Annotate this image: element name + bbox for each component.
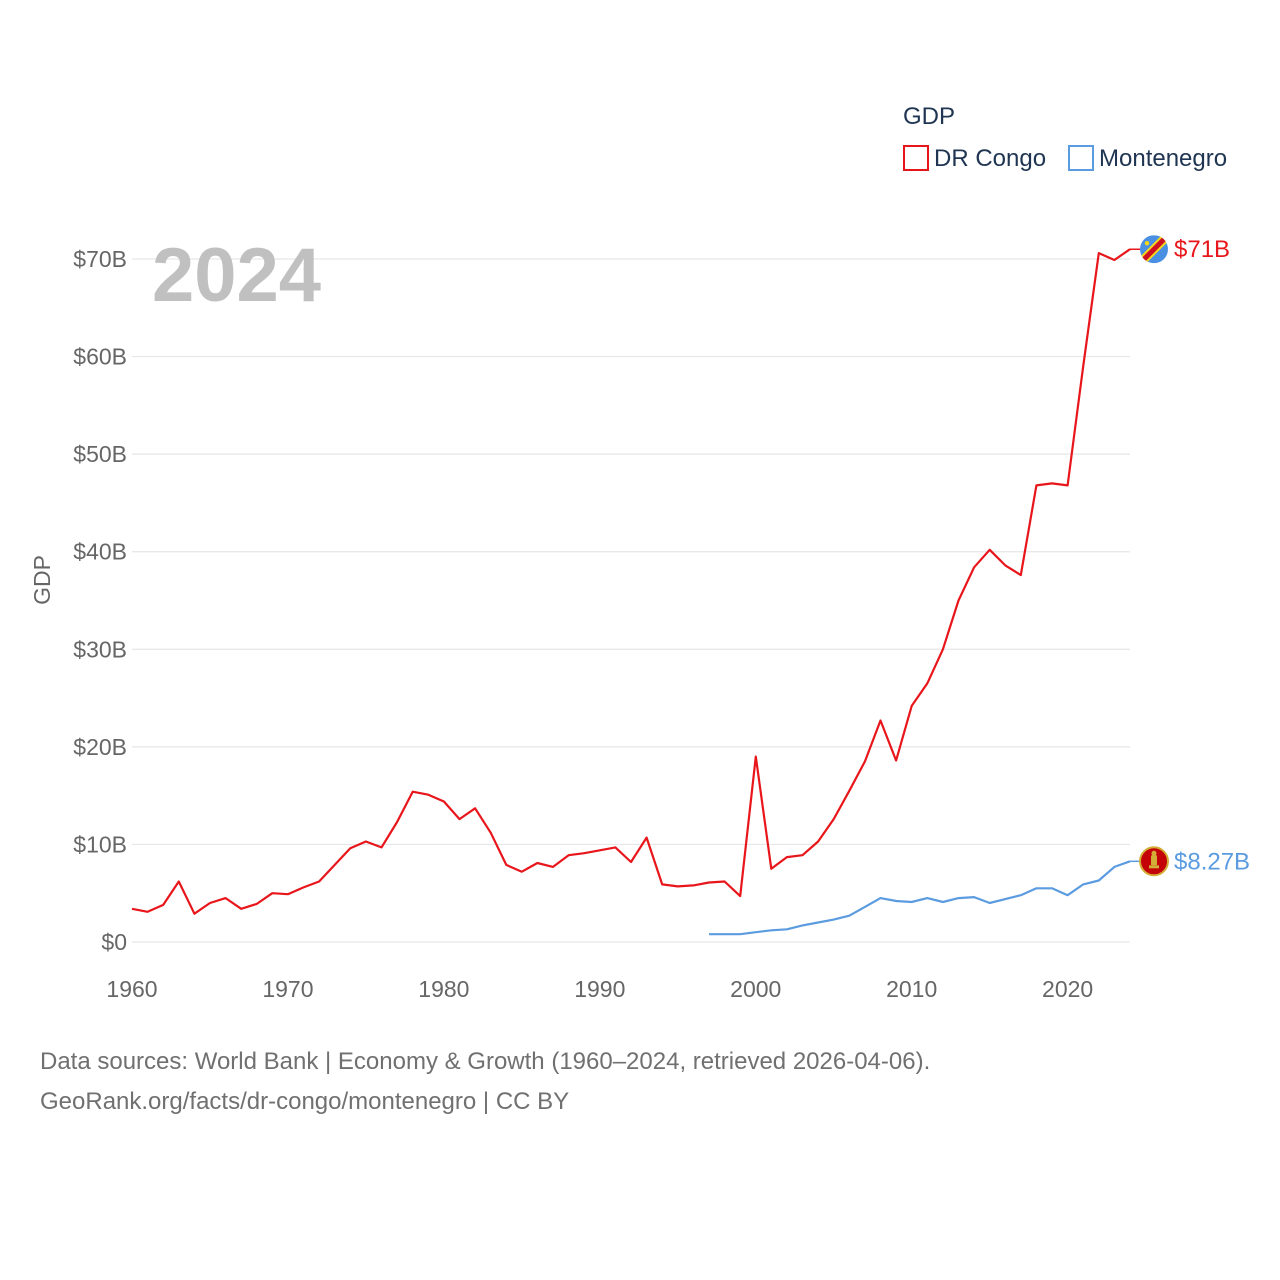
series-end-markers: $71B $8.27B bbox=[1130, 235, 1250, 877]
series-line-montenegro[interactable] bbox=[709, 860, 1131, 936]
x-tick-label: 2010 bbox=[886, 976, 937, 1002]
y-axis-ticks: $0 $10B $20B $30B $40B $50B $60B $70B bbox=[73, 246, 127, 955]
legend-label-montenegro: Montenegro bbox=[1099, 145, 1227, 172]
legend-item-montenegro[interactable]: Montenegro bbox=[1068, 145, 1227, 172]
year-watermark: 2024 bbox=[152, 233, 321, 318]
y-tick-label: $70B bbox=[73, 246, 127, 272]
source-footer: Data sources: World Bank | Economy & Gro… bbox=[40, 1042, 1240, 1122]
x-tick-label: 2000 bbox=[730, 976, 781, 1002]
gdp-line-chart: $0$10B$20B$30B$40B$50B$60B$70B 1960 1970 1… bbox=[29, 103, 1250, 1002]
y-tick-label: $0 bbox=[101, 929, 127, 955]
legend-swatch-dr-congo bbox=[903, 145, 929, 171]
attribution-line: GeoRank.org/facts/dr-congo/montenegro | … bbox=[40, 1088, 570, 1115]
y-axis-title: GDP bbox=[29, 555, 55, 605]
y-tick-label: $10B bbox=[73, 831, 127, 857]
x-tick-label: 1990 bbox=[574, 976, 625, 1002]
series-line-dr-congo[interactable] bbox=[131, 248, 1131, 915]
y-tick-label: $60B bbox=[73, 344, 127, 370]
y-tick-label: $50B bbox=[73, 441, 127, 467]
end-value-label-montenegro: $8.27B bbox=[1174, 848, 1250, 875]
x-tick-label: 1970 bbox=[262, 976, 313, 1002]
legend: GDP DR Congo Montenegro bbox=[903, 103, 1227, 172]
legend-item-dr-congo[interactable]: DR Congo bbox=[903, 145, 1046, 172]
x-tick-label: 2020 bbox=[1042, 976, 1093, 1002]
x-tick-label: 1960 bbox=[106, 976, 157, 1002]
y-tick-label: $20B bbox=[73, 734, 127, 760]
end-value-label-dr-congo: $71B bbox=[1174, 236, 1230, 263]
flag-dr-congo-icon bbox=[1140, 235, 1168, 264]
y-tick-label: $40B bbox=[73, 539, 127, 565]
legend-swatch-montenegro bbox=[1068, 145, 1094, 171]
flag-montenegro-icon bbox=[1139, 846, 1169, 877]
legend-label-dr-congo: DR Congo bbox=[934, 145, 1046, 172]
x-axis-ticks: 1960 1970 1980 1990 2000 2010 2020 bbox=[106, 976, 1093, 1002]
source-line: Data sources: World Bank | Economy & Gro… bbox=[40, 1048, 931, 1075]
series-lines bbox=[131, 248, 1131, 936]
x-tick-label: 1980 bbox=[418, 976, 469, 1002]
legend-title: GDP bbox=[903, 103, 955, 130]
y-tick-label: $30B bbox=[73, 636, 127, 662]
grid-lines bbox=[132, 258, 1130, 943]
